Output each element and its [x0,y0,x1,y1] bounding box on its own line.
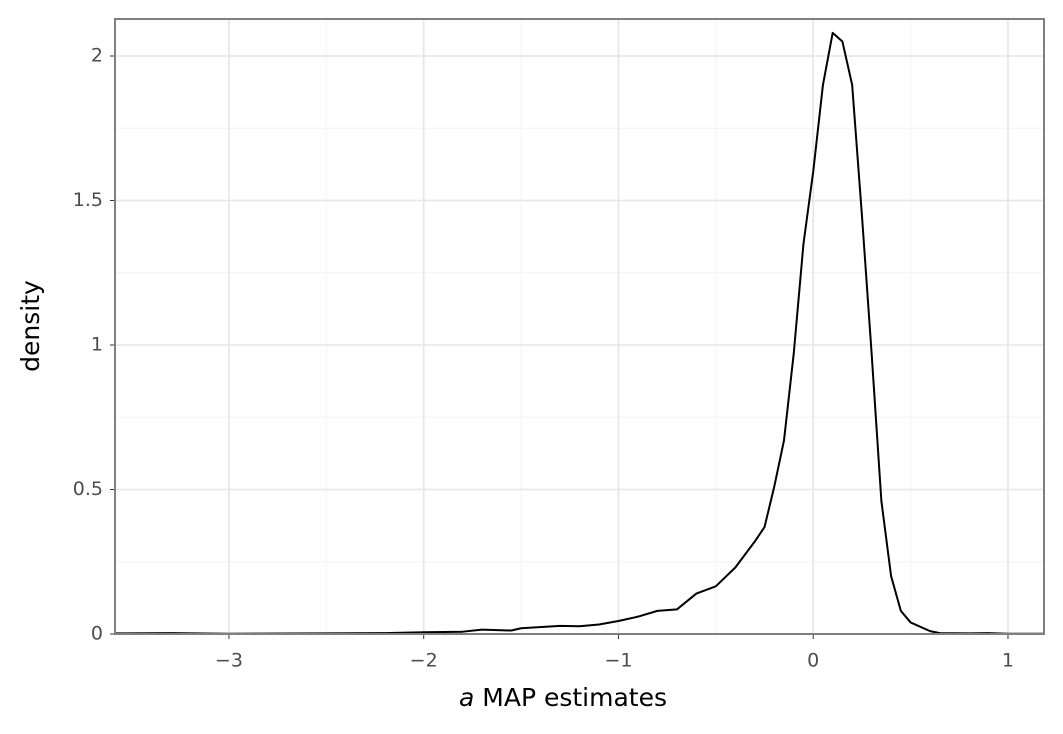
x-axis-label: a MAP estimates [459,683,667,712]
y-tick-label: 1 [91,333,103,355]
y-tick-label: 1.5 [73,189,103,211]
x-axis-symbol: a [459,683,474,712]
x-tick-label: 0 [807,650,819,672]
x-tick-label: −2 [410,650,438,672]
x-axis-text: MAP estimates [482,683,667,712]
x-tick-label: −3 [215,650,243,672]
density-line [115,31,1044,635]
x-tick-label: −1 [604,650,632,672]
y-axis-label: density [16,280,45,372]
y-tick-label: 0.5 [73,478,103,500]
x-tick-label: 1 [1002,650,1014,672]
plot-frame [114,18,1045,635]
y-tick-label: 0 [91,623,103,645]
y-tick-label: 2 [91,44,103,66]
